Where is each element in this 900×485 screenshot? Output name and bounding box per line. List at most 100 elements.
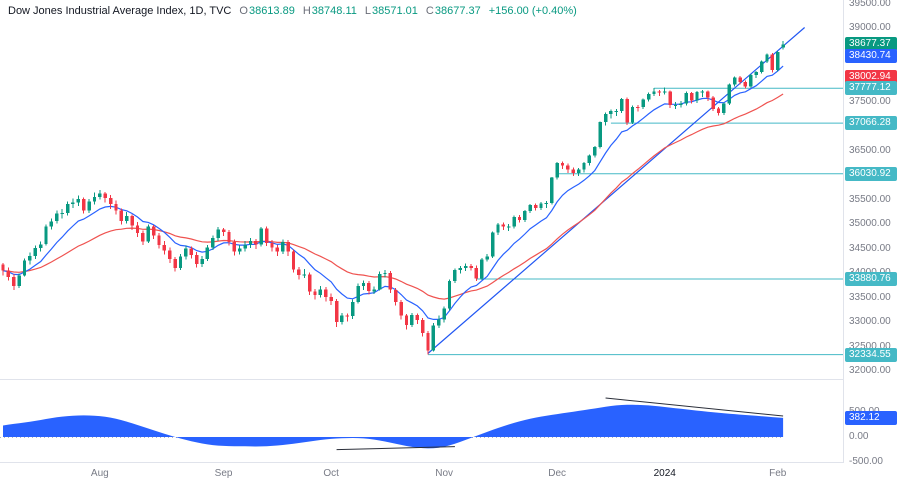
candle-body [92,196,97,202]
candle-body [184,248,188,257]
candle-body [738,77,742,82]
candle-body [162,244,167,251]
candle-body [302,274,306,276]
candle-body [577,169,581,173]
candle-body [98,193,102,197]
chart-canvas[interactable] [0,0,843,463]
candle-body [652,91,656,94]
price-tick: 35500.00 [849,193,891,205]
candle-body [544,203,549,205]
candle-body [614,111,618,113]
trend-line[interactable] [427,27,806,354]
price-tick: 39500.00 [849,0,891,9]
candle-body [243,244,247,249]
candle-body [657,91,662,93]
candle-body [512,216,516,227]
indicator-trendlines[interactable] [336,397,784,451]
candle-body [560,163,565,166]
candle-body [49,221,54,227]
price-axis[interactable]: 39500.0039000.0038500.0038000.0037500.00… [843,0,900,467]
candle-body [345,315,349,317]
candle-body [286,241,290,252]
candle-body [759,61,764,73]
candle-body [636,106,640,108]
candle-body [673,104,678,106]
time-axis[interactable]: Aug Sep Oct Nov Dec 2024 Feb [0,462,900,485]
candle-body [55,213,59,222]
candle-body [587,155,592,163]
candle-body [108,197,113,205]
candle-body [582,163,586,170]
price-badge: 36030.92 [845,166,897,181]
candle-body [501,224,505,227]
price-badge: 38677.37 [845,37,897,52]
price-tick: 33000.00 [849,316,891,328]
candle-body [1,264,5,271]
price-tick: 33500.00 [849,291,891,303]
price-badge: 37066.28 [845,116,897,131]
candle-body [377,274,382,290]
candle-body [781,44,785,48]
candle-body [17,275,21,286]
candle-body [146,226,150,242]
candle-body [6,270,11,278]
time-label: Dec [548,468,567,479]
price-badge: 38430.74 [845,49,897,64]
ohlc-low: L38571.01 [365,5,418,17]
candle-body [447,281,452,309]
ohlc-high-value: 38748.11 [311,5,357,17]
candle-body [28,256,32,261]
symbol-legend[interactable]: Dow Jones Industrial Average Index, 1D, … [8,5,577,17]
price-tick: 39000.00 [849,22,891,34]
price-tick: 35000.00 [849,218,891,230]
ohlc-open: O38613.89 [239,5,294,17]
candle-body [609,111,613,115]
candle-body [76,198,80,203]
price-badge: 37777.12 [845,81,897,96]
indicator-trendline[interactable] [605,397,784,417]
candle-body [646,94,651,100]
candle-body [410,315,414,325]
candle-body [254,240,258,245]
candle-body [324,289,328,298]
candle-body [684,93,688,104]
candle-body [264,228,269,243]
candle-body [329,297,333,301]
time-label: Feb [769,468,787,479]
ohlc-close-label: C [425,5,434,17]
candle-body [195,255,199,264]
candle-body [727,84,731,104]
candle-body [367,282,371,292]
ohlc-close-value: 38677.37 [434,5,481,17]
price-tick: 36500.00 [849,144,891,156]
candle-body [490,232,495,257]
candle-body [550,177,554,204]
indicator-trendline[interactable] [336,446,455,451]
candle-body [135,225,140,233]
candle-body [157,235,161,245]
indicator-tick: -500.00 [849,456,883,467]
candle-body [404,315,409,325]
candle-body [82,198,86,211]
candle-body [480,259,484,279]
candle-body [555,163,559,178]
ma-slow-line [2,93,784,300]
candle-body [711,97,715,109]
candles-layer [1,40,785,355]
candle-body [426,332,430,351]
candle-body [372,289,376,292]
candle-body [523,211,527,220]
candle-body [770,54,774,71]
ohlc-high: H38748.11 [303,5,357,17]
support-levels[interactable] [428,87,843,356]
price-badge: 32334.55 [845,347,897,362]
candle-body [663,91,667,93]
candle-body [318,289,323,296]
candle-body [340,315,344,323]
candle-body [205,247,210,259]
candle-body [248,240,253,245]
candle-body [394,289,398,302]
candle-body [754,72,758,75]
candle-body [706,91,710,98]
price-badge: 38002.94 [845,70,897,85]
